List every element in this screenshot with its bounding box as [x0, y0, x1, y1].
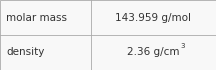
Text: molar mass: molar mass [6, 13, 67, 23]
Text: 143.959 g/mol: 143.959 g/mol [115, 13, 191, 23]
Text: density: density [6, 47, 45, 57]
Text: 3: 3 [181, 43, 185, 49]
Text: 2.36 g/cm: 2.36 g/cm [127, 47, 180, 57]
